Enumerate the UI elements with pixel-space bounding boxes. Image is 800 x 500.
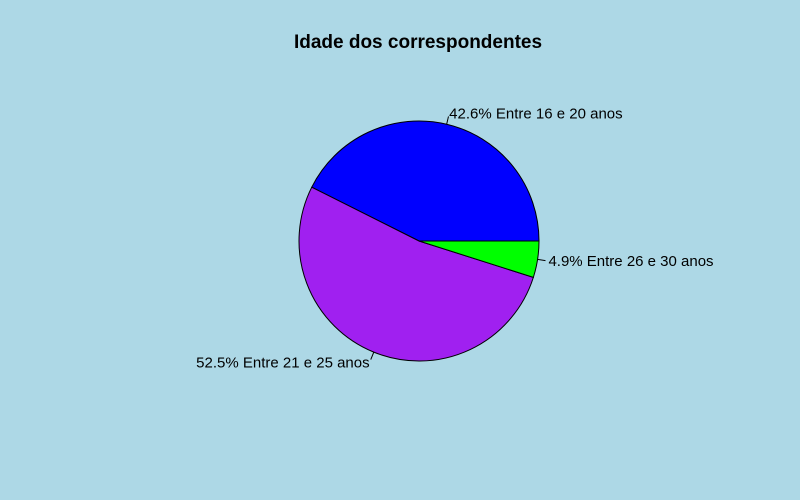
leader-line-2 <box>370 351 375 360</box>
pie-labels: 42.6% Entre 16 e 20 anos 52.5% Entre 21 e… <box>196 106 713 372</box>
slice-label-2: 52.5% Entre 21 e 25 anos <box>196 354 369 371</box>
leader-line-3 <box>537 258 546 262</box>
slice-label-1: 42.6% Entre 16 e 20 anos <box>449 106 622 123</box>
pie-slice-2 <box>298 186 534 362</box>
pie-slices <box>298 120 540 362</box>
pie-slice-3 <box>418 240 540 278</box>
slice-label-3: 4.9% Entre 26 e 30 anos <box>548 253 713 270</box>
chart-title: Idade dos correspondentes <box>294 32 542 53</box>
leader-line-1 <box>446 116 449 125</box>
